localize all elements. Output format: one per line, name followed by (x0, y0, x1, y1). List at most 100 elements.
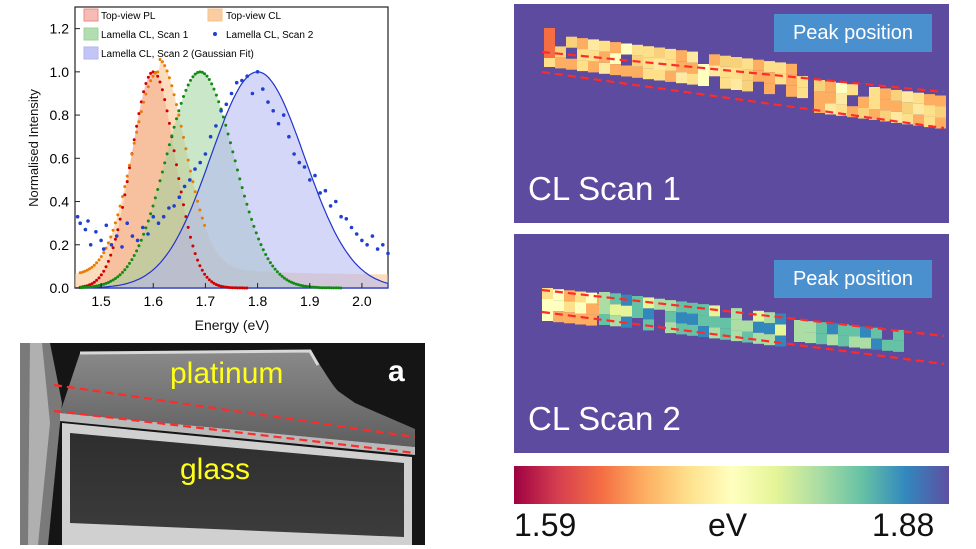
map-pixel (621, 65, 632, 77)
legend-label-scan2: Lamella CL, Scan 2 (226, 30, 314, 41)
map-pixel (599, 40, 610, 52)
data-point (177, 113, 181, 117)
map-pixel (871, 327, 882, 339)
data-point (282, 276, 286, 280)
map-pixel (687, 313, 698, 325)
map-pixel (913, 103, 924, 115)
map-pixel (632, 307, 643, 318)
map-pixel (709, 65, 720, 77)
data-point (109, 279, 113, 283)
map-pixel (553, 289, 564, 301)
map-pixel (588, 39, 599, 51)
map-pixel (687, 302, 698, 314)
data-point (165, 109, 169, 113)
scan2-point (375, 247, 380, 251)
data-point (83, 285, 87, 289)
map-pixel (566, 36, 577, 48)
map-pixel (893, 340, 904, 352)
legend-label-fit: Lamella CL, Scan 2 (Gaussian Fit) (101, 49, 254, 60)
data-point (205, 275, 209, 279)
data-point (229, 286, 232, 290)
data-point (125, 174, 129, 178)
data-point (113, 277, 117, 280)
data-point (118, 204, 122, 208)
map-pixel (599, 62, 610, 74)
data-point (144, 92, 148, 96)
data-point (97, 284, 101, 287)
data-point (92, 284, 96, 288)
data-point (153, 196, 157, 200)
map-pixel (654, 69, 665, 81)
y-tick-label: 0.2 (50, 237, 70, 253)
data-point (92, 280, 96, 284)
scan2-point (208, 134, 213, 139)
data-point (304, 284, 308, 288)
scan2-point (109, 243, 114, 247)
data-point (102, 282, 106, 286)
map-pixel (698, 64, 709, 75)
map-pixel (764, 83, 775, 95)
cl-scan2-map: Peak position CL Scan 2 (514, 234, 949, 453)
data-point (325, 286, 329, 290)
data-point (128, 166, 131, 170)
legend-swatch-cl (207, 8, 223, 22)
data-point (121, 270, 124, 274)
x-ticks: 1.5 1.6 1.7 1.8 1.9 2.0 (91, 283, 372, 309)
data-point (198, 264, 202, 268)
spectrum-chart: 1.5 1.6 1.7 1.8 1.9 2.0 0.0 0.2 0.4 0.6 0.8 1.0 1.2… (26, 6, 390, 333)
data-point (315, 285, 319, 289)
data-point (179, 124, 183, 128)
map-pixel (553, 311, 564, 323)
y-tick-label: 1.2 (50, 21, 70, 37)
data-point (175, 117, 178, 121)
data-point (226, 132, 230, 136)
data-point (158, 58, 162, 61)
data-point (128, 261, 131, 265)
data-point (139, 100, 143, 104)
map-pixel (687, 73, 698, 85)
data-point (252, 224, 256, 228)
map-pixel (564, 290, 575, 302)
data-point (160, 60, 164, 64)
cl-scan2-heatmap (541, 288, 945, 366)
map-pixel (860, 326, 871, 338)
data-point (290, 280, 293, 284)
map-pixel (588, 61, 599, 73)
data-point (130, 152, 134, 156)
map-pixel (869, 98, 880, 109)
map-pixel (566, 58, 577, 70)
map-pixel (753, 310, 764, 322)
map-pixel (698, 75, 709, 86)
data-point (139, 110, 143, 114)
data-point (214, 93, 218, 97)
map-pixel (676, 312, 687, 324)
data-point (301, 284, 305, 288)
map-pixel (544, 28, 555, 58)
colorbar-max-label: 1.88 (872, 507, 935, 543)
data-point (78, 271, 82, 275)
x-tick-label: 1.6 (144, 293, 164, 309)
data-point (135, 249, 139, 253)
map-pixel (610, 64, 621, 76)
data-point (193, 252, 197, 256)
map-pixel (753, 59, 764, 71)
map-pixel (742, 331, 753, 343)
data-point (99, 273, 103, 277)
data-point (245, 286, 249, 290)
map-pixel (869, 87, 880, 98)
scan2-point (349, 225, 354, 230)
map-pixel (742, 58, 753, 70)
y-axis-label: Normalised Intensity (26, 89, 41, 207)
scan2-point (78, 221, 82, 225)
data-point (231, 286, 235, 290)
data-point (280, 274, 284, 278)
scan2-point (234, 80, 239, 85)
map-pixel (643, 308, 654, 320)
data-point (247, 210, 251, 214)
data-point (322, 286, 326, 290)
data-point (144, 226, 148, 230)
data-point (236, 286, 239, 290)
data-point (165, 69, 169, 73)
data-point (259, 243, 263, 247)
map-pixel (825, 92, 836, 104)
